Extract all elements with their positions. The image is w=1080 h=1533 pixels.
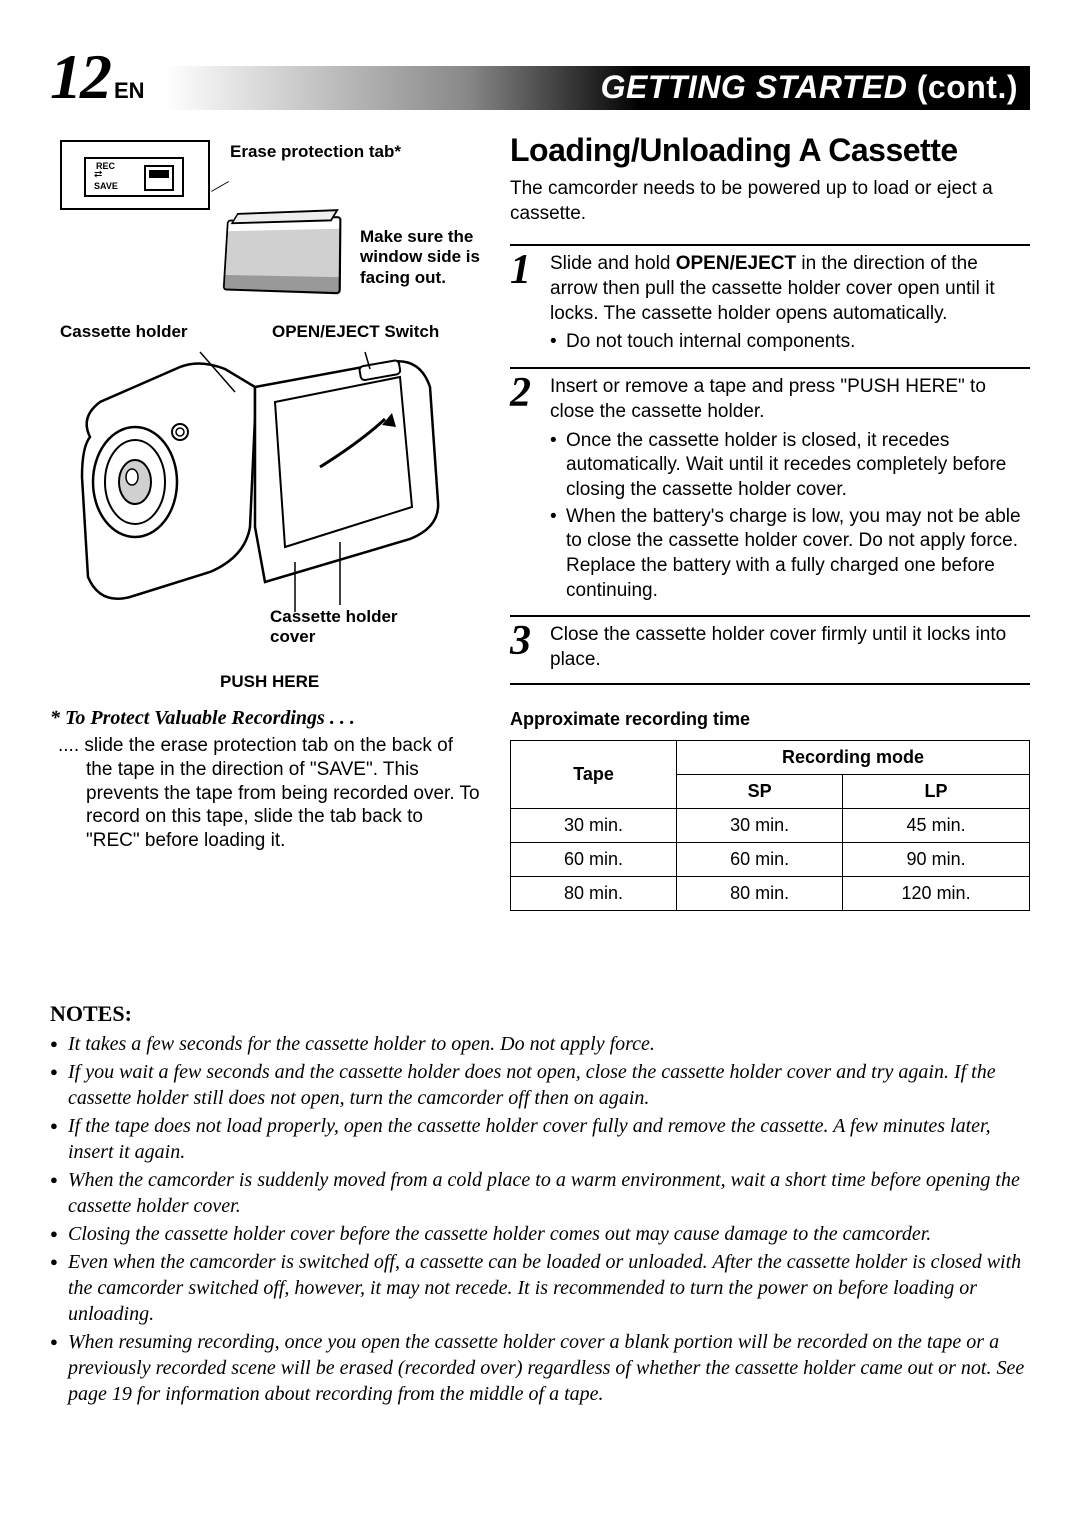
step-body: Insert or remove a tape and press "PUSH … bbox=[550, 375, 1030, 605]
step-number: 2 bbox=[510, 375, 550, 605]
notes-list: It takes a few seconds for the cassette … bbox=[50, 1031, 1030, 1407]
right-column: Loading/Unloading A Cassette The camcord… bbox=[510, 132, 1030, 911]
tab-save-label: SAVE bbox=[94, 181, 118, 191]
step: 3Close the cassette holder cover firmly … bbox=[510, 615, 1030, 684]
table-cell: 120 min. bbox=[843, 876, 1030, 910]
step-number: 1 bbox=[510, 252, 550, 357]
table-cell: 60 min. bbox=[511, 842, 677, 876]
table-cell: 80 min. bbox=[677, 876, 843, 910]
table-cell: 45 min. bbox=[843, 808, 1030, 842]
tab-arrow-icon: ⇄ bbox=[94, 169, 102, 180]
step-bullet: Once the cassette holder is closed, it r… bbox=[550, 429, 1030, 503]
sp-header: SP bbox=[677, 774, 843, 808]
table-cell: 90 min. bbox=[843, 842, 1030, 876]
lp-header: LP bbox=[843, 774, 1030, 808]
cassette-cover-label: Cassette holder cover bbox=[270, 607, 420, 648]
mode-header: Recording mode bbox=[677, 740, 1030, 774]
window-side-label: Make sure the window side is facing out. bbox=[360, 227, 490, 288]
header-title-text: GETTING STARTED bbox=[601, 69, 908, 105]
left-column: REC ⇄ SAVE Erase protection tab* Make su… bbox=[50, 132, 480, 911]
erase-label: Erase protection tab* bbox=[230, 142, 401, 162]
tab-slot-icon bbox=[144, 165, 174, 191]
step: 2Insert or remove a tape and press "PUSH… bbox=[510, 367, 1030, 605]
recording-time-table: Tape Recording mode SP LP 30 min.30 min.… bbox=[510, 740, 1030, 911]
page-number: 12 bbox=[50, 40, 110, 114]
note-item: When the camcorder is suddenly moved fro… bbox=[50, 1167, 1030, 1219]
note-item: When resuming recording, once you open t… bbox=[50, 1329, 1030, 1407]
tape-header: Tape bbox=[511, 740, 677, 808]
table-cell: 30 min. bbox=[511, 808, 677, 842]
protect-body: .... slide the erase protection tab on t… bbox=[50, 734, 480, 853]
step-number: 3 bbox=[510, 623, 550, 672]
step: 1Slide and hold OPEN/EJECT in the direct… bbox=[510, 244, 1030, 357]
step-body: Close the cassette holder cover firmly u… bbox=[550, 623, 1030, 672]
section-intro: The camcorder needs to be powered up to … bbox=[510, 177, 1030, 226]
cassette-illustration bbox=[223, 216, 342, 294]
table-title: Approximate recording time bbox=[510, 709, 1030, 730]
protect-recordings-block: * To Protect Valuable Recordings . . . .… bbox=[50, 707, 480, 853]
note-item: If the tape does not load properly, open… bbox=[50, 1113, 1030, 1165]
erase-tab-illustration: REC ⇄ SAVE bbox=[60, 140, 210, 210]
table-row: 80 min.80 min.120 min. bbox=[511, 876, 1030, 910]
page-header: 12 EN GETTING STARTED (cont.) bbox=[50, 40, 1030, 114]
notes-title: NOTES: bbox=[50, 1001, 1030, 1027]
notes-section: NOTES: It takes a few seconds for the ca… bbox=[50, 1001, 1030, 1407]
step-body: Slide and hold OPEN/EJECT in the directi… bbox=[550, 252, 1030, 357]
diagram: REC ⇄ SAVE Erase protection tab* Make su… bbox=[50, 132, 480, 692]
note-item: It takes a few seconds for the cassette … bbox=[50, 1031, 1030, 1057]
note-item: If you wait a few seconds and the casset… bbox=[50, 1059, 1030, 1111]
header-cont: (cont.) bbox=[917, 69, 1018, 105]
table-row: 60 min.60 min.90 min. bbox=[511, 842, 1030, 876]
camcorder-illustration bbox=[60, 347, 460, 612]
note-item: Even when the camcorder is switched off,… bbox=[50, 1249, 1030, 1327]
table-cell: 30 min. bbox=[677, 808, 843, 842]
note-item: Closing the cassette holder cover before… bbox=[50, 1221, 1030, 1247]
open-eject-switch-label: OPEN/EJECT Switch bbox=[272, 322, 439, 342]
step-bullet: Do not touch internal components. bbox=[550, 330, 1030, 355]
cassette-holder-label: Cassette holder bbox=[60, 322, 188, 342]
section-title: Loading/Unloading A Cassette bbox=[510, 132, 1030, 169]
page-language: EN bbox=[114, 78, 145, 104]
step-bullet: When the battery's charge is low, you ma… bbox=[550, 505, 1030, 604]
push-here-label: PUSH HERE bbox=[220, 672, 319, 692]
header-bar: GETTING STARTED (cont.) bbox=[165, 66, 1030, 110]
header-title: GETTING STARTED (cont.) bbox=[601, 69, 1018, 106]
table-cell: 60 min. bbox=[677, 842, 843, 876]
table-row: 30 min.30 min.45 min. bbox=[511, 808, 1030, 842]
table-cell: 80 min. bbox=[511, 876, 677, 910]
protect-title: * To Protect Valuable Recordings . . . bbox=[50, 707, 480, 730]
